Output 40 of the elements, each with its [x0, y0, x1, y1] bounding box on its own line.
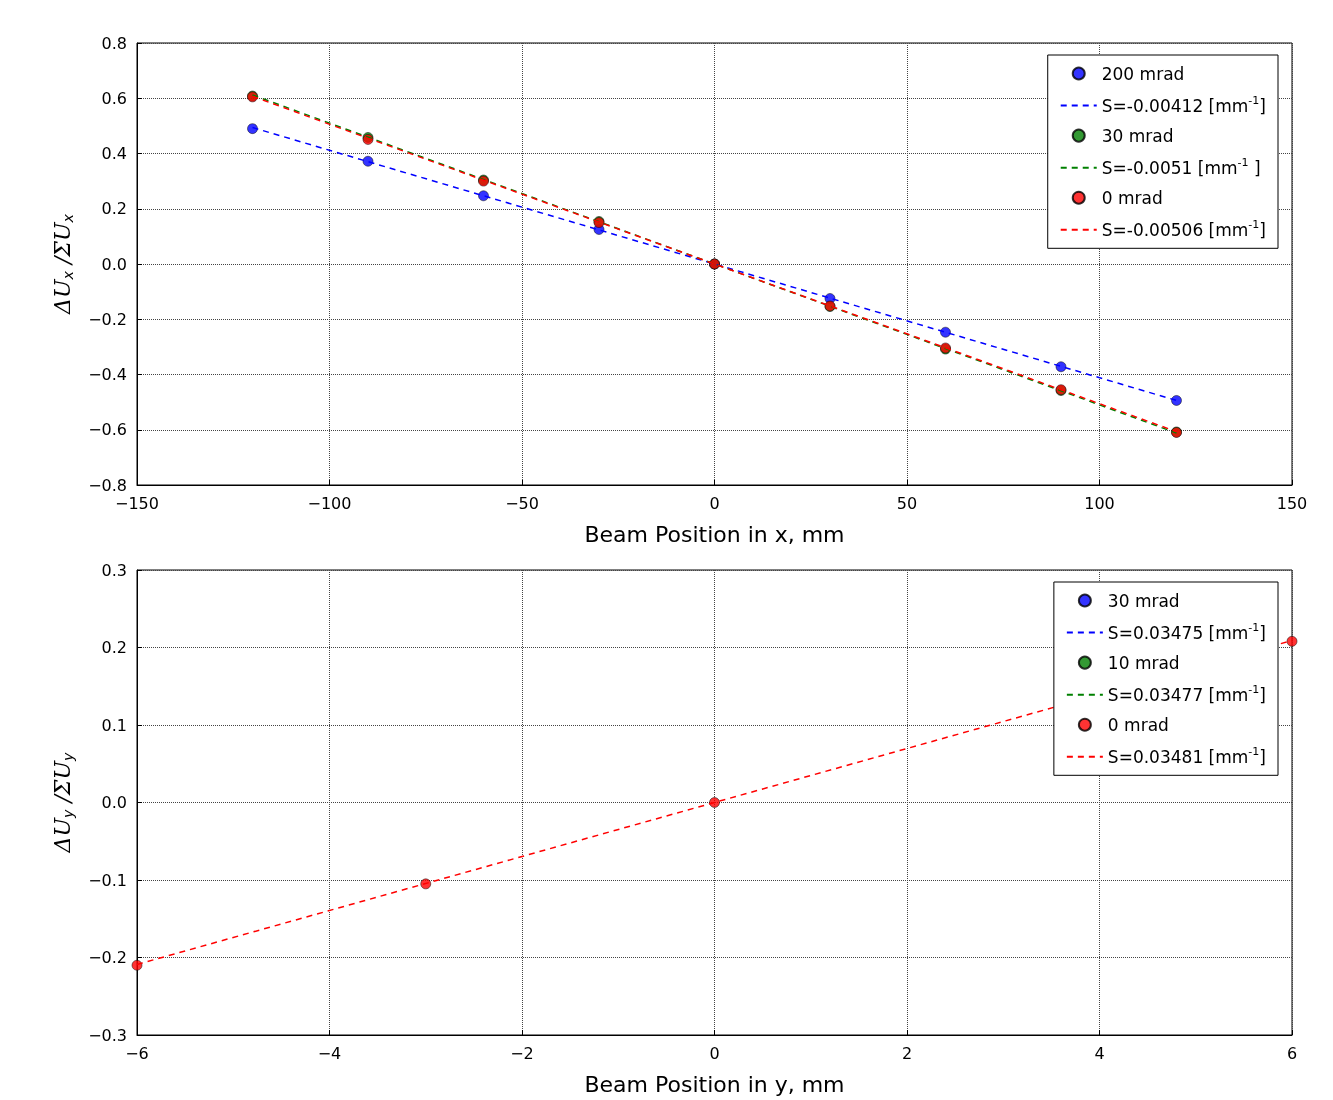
y-tick-label: −0.1: [88, 870, 127, 890]
y-tick-label: −0.6: [88, 420, 127, 440]
x-tick-label: 150: [1276, 493, 1308, 513]
x-tick-label: −50: [505, 493, 539, 513]
x-tick-label: −150: [115, 493, 159, 513]
y-axis-title: ΔUx /ΣUx: [50, 213, 76, 315]
x-axis-title: Beam Position in y, mm: [584, 1071, 845, 1097]
y-tick-label: −0.8: [88, 475, 127, 495]
y-tick-label: 0.2: [101, 638, 127, 657]
x-tick-label: 0: [709, 1043, 720, 1063]
legend-label: 0 mrad: [1107, 714, 1169, 735]
y-tick-label: 0.4: [101, 144, 127, 163]
y-tick-label: −0.3: [88, 1025, 127, 1045]
y-tick-label: 0.8: [101, 33, 127, 53]
y-tick-label: 0.0: [101, 254, 127, 274]
x-tick-label: −4: [317, 1043, 342, 1063]
x-tick-label: 50: [896, 493, 918, 513]
legend-label: 200 mrad: [1101, 63, 1185, 84]
legend-label: 0 mrad: [1101, 187, 1163, 208]
x-tick-label: −6: [125, 1043, 149, 1063]
y-tick-label: 0.0: [101, 793, 127, 812]
legend-label: 30 mrad: [1101, 125, 1174, 146]
y-tick-label: 0.1: [101, 715, 127, 735]
x-tick-label: 6: [1286, 1043, 1298, 1063]
x-tick-label: 4: [1094, 1043, 1105, 1063]
y-tick-label: 0.6: [101, 88, 127, 108]
legend-label: 30 mrad: [1107, 590, 1180, 611]
y-tick-label: 0.3: [101, 560, 127, 580]
x-tick-label: −100: [307, 493, 352, 513]
y-tick-label: −0.4: [88, 365, 127, 384]
x-axis-title: Beam Position in x, mm: [584, 521, 845, 547]
x-tick-label: 0: [709, 493, 720, 513]
x-tick-label: −2: [510, 1043, 534, 1063]
x-tick-label: 100: [1084, 493, 1115, 513]
legend-label: 10 mrad: [1107, 652, 1180, 673]
y-tick-label: −0.2: [88, 309, 127, 329]
y-tick-label: −0.2: [88, 948, 127, 967]
y-tick-label: 0.2: [101, 199, 127, 219]
y-axis-title: ΔUy /ΣUy: [50, 752, 76, 854]
x-tick-label: 2: [901, 1043, 913, 1063]
